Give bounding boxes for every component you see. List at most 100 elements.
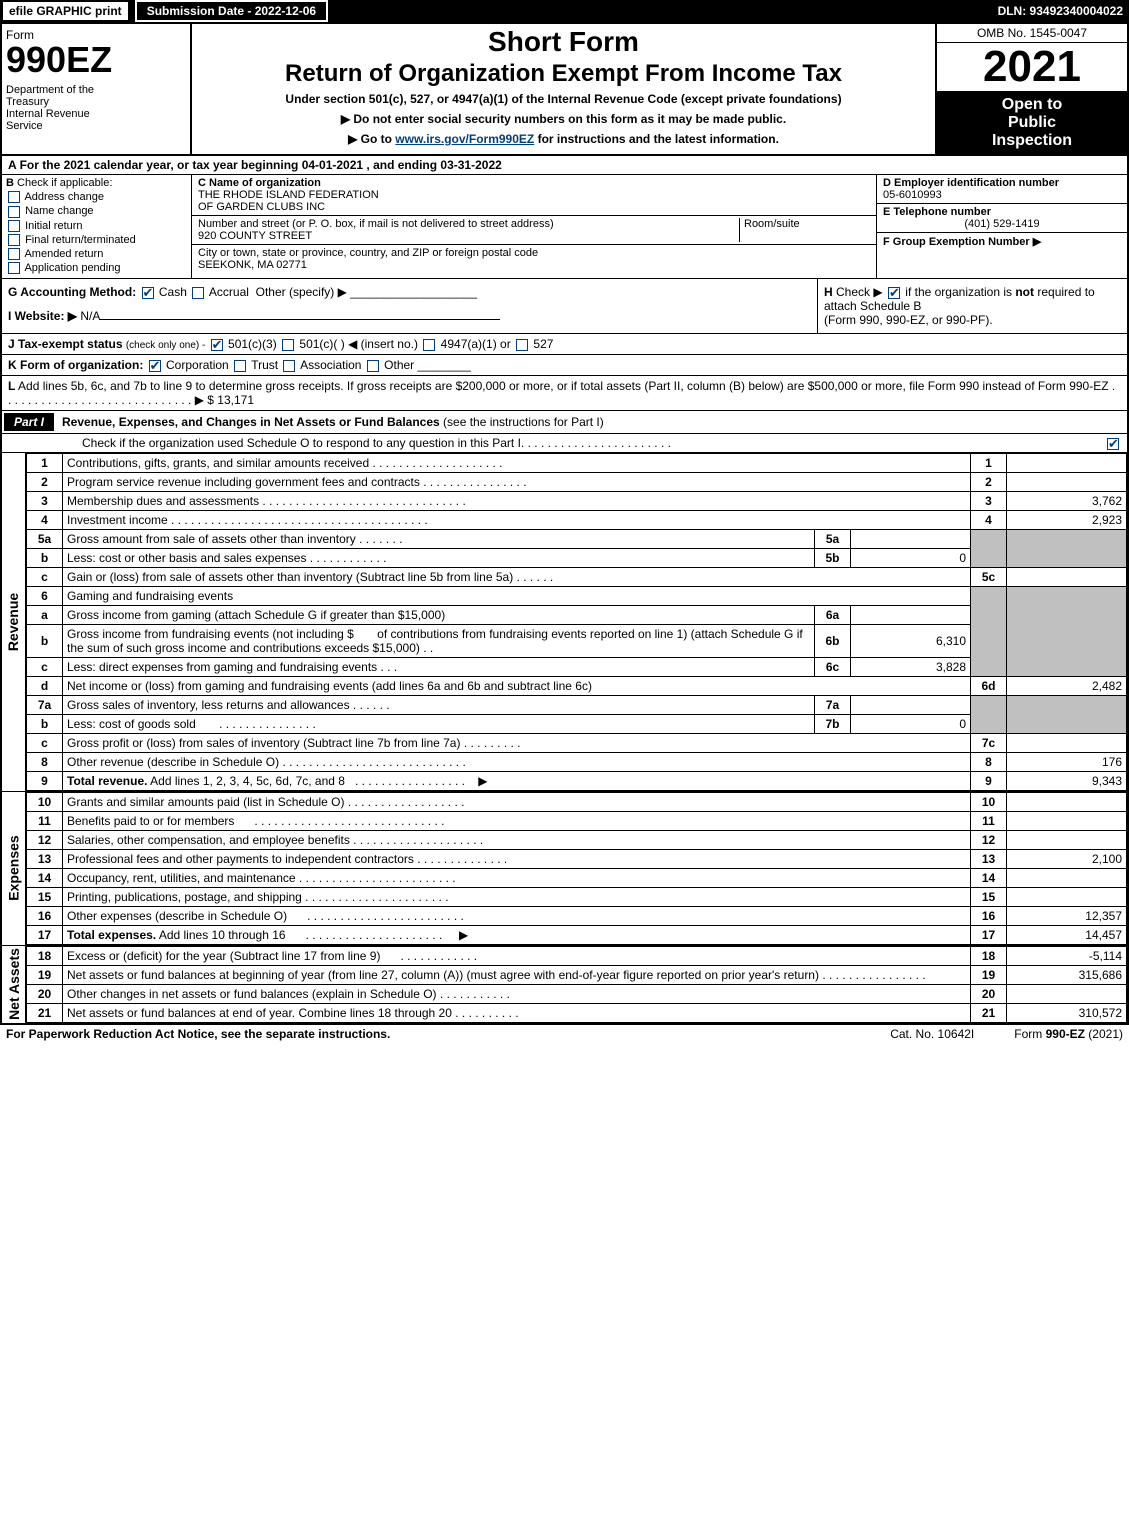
b-label: B [6, 177, 14, 189]
checkbox-501c[interactable] [282, 339, 294, 351]
checkbox-4947a1[interactable] [423, 339, 435, 351]
section-k: K Form of organization: Corporation Trus… [2, 355, 1127, 376]
checkbox-501c3[interactable] [211, 339, 223, 351]
checkbox-initial-return[interactable]: Initial return [6, 220, 187, 232]
g-label: G Accounting Method: [8, 285, 136, 299]
website-val: N/A [80, 309, 100, 323]
line-7b: bLess: cost of goods sold . . . . . . . … [27, 714, 1127, 733]
net-assets-side-label: Net Assets [2, 946, 26, 1023]
checkbox-association[interactable] [283, 360, 295, 372]
header-mid: Short Form Return of Organization Exempt… [192, 24, 937, 154]
checkbox-address-change[interactable]: Address change [6, 191, 187, 203]
expenses-section: Expenses 10Grants and similar amounts pa… [2, 791, 1127, 945]
top-bar: efile GRAPHIC print Submission Date - 20… [0, 0, 1129, 22]
line-5c: cGain or (loss) from sale of assets othe… [27, 567, 1127, 586]
checkbox-trust[interactable] [234, 360, 246, 372]
part-i-label: Part I [4, 413, 54, 431]
efile-print-button[interactable]: efile GRAPHIC print [2, 1, 129, 21]
city-label: City or town, state or province, country… [198, 247, 538, 259]
checkbox-application-pending[interactable]: Application pending [6, 262, 187, 274]
revenue-table: 1Contributions, gifts, grants, and simil… [26, 453, 1127, 791]
line-19: 19Net assets or fund balances at beginni… [27, 965, 1127, 984]
return-title: Return of Organization Exempt From Incom… [198, 60, 929, 88]
checkbox-cash[interactable] [142, 287, 154, 299]
checkbox-other-org[interactable] [367, 360, 379, 372]
dept-treasury: Department of theTreasuryInternal Revenu… [6, 84, 186, 132]
dln: DLN: 93492340004022 [998, 4, 1129, 18]
revenue-side-label: Revenue [2, 453, 26, 791]
open-to-public: Open to Public Inspection [937, 92, 1127, 154]
revenue-section: Revenue 1Contributions, gifts, grants, a… [2, 453, 1127, 791]
form-ref: Form 990-EZ (2021) [1014, 1027, 1123, 1041]
line-7c: cGross profit or (loss) from sales of in… [27, 733, 1127, 752]
form-number: 990EZ [6, 42, 186, 78]
line-21: 21Net assets or fund balances at end of … [27, 1003, 1127, 1022]
section-l: L Add lines 5b, 6c, and 7b to line 9 to … [2, 376, 1127, 411]
ssn-note: ▶ Do not enter social security numbers o… [198, 112, 929, 126]
city-val: SEEKONK, MA 02771 [198, 259, 307, 271]
net-assets-section: Net Assets 18Excess or (deficit) for the… [2, 945, 1127, 1023]
cat-number: Cat. No. 10642I [890, 1027, 974, 1041]
room-label: Room/suite [744, 218, 800, 230]
section-d-e-f: D Employer identification number 05-6010… [877, 175, 1127, 278]
line-3: 3Membership dues and assessments . . . .… [27, 491, 1127, 510]
line-6b: bGross income from fundraising events (n… [27, 624, 1127, 657]
l-text: Add lines 5b, 6c, and 7b to line 9 to de… [18, 379, 1109, 393]
tax-year: 2021 [937, 43, 1127, 92]
sections-b-through-f: B Check if applicable: Address change Na… [2, 175, 1127, 279]
form-header: Form 990EZ Department of theTreasuryInte… [2, 24, 1127, 156]
line-5b: bLess: cost or other basis and sales exp… [27, 548, 1127, 567]
line-1: 1Contributions, gifts, grants, and simil… [27, 453, 1127, 472]
omb-number: OMB No. 1545-0047 [937, 24, 1127, 43]
line-13: 13Professional fees and other payments t… [27, 849, 1127, 868]
section-h: H Check ▶ if the organization is not req… [817, 279, 1127, 333]
checkbox-name-change[interactable]: Name change [6, 205, 187, 217]
checkbox-accrual[interactable] [192, 287, 204, 299]
line-12: 12Salaries, other compensation, and empl… [27, 830, 1127, 849]
checkbox-schedule-b-not-required[interactable] [888, 287, 900, 299]
goto-post: for instructions and the latest informat… [534, 132, 779, 146]
paperwork-notice: For Paperwork Reduction Act Notice, see … [6, 1027, 390, 1041]
org-name-2: OF GARDEN CLUBS INC [198, 201, 325, 213]
line-6c: cLess: direct expenses from gaming and f… [27, 657, 1127, 676]
line-11: 11Benefits paid to or for members . . . … [27, 811, 1127, 830]
c-name-label: C Name of organization [198, 177, 321, 189]
addr-label: Number and street (or P. O. box, if mail… [198, 218, 554, 230]
goto-pre: ▶ Go to [348, 132, 395, 146]
checkbox-corporation[interactable] [149, 360, 161, 372]
section-a-text: For the 2021 calendar year, or tax year … [20, 158, 502, 172]
other-specify: Other (specify) ▶ [256, 285, 347, 299]
line-6: 6Gaming and fundraising events [27, 586, 1127, 605]
l-label: L [8, 379, 15, 393]
section-a-label: A [8, 158, 16, 172]
section-a: A For the 2021 calendar year, or tax yea… [2, 156, 1127, 175]
h-label: H [824, 285, 833, 299]
phone-value: (401) 529-1419 [883, 218, 1121, 230]
line-8: 8Other revenue (describe in Schedule O) … [27, 752, 1127, 771]
section-b: B Check if applicable: Address change Na… [2, 175, 192, 278]
line-9: 9Total revenue. Add lines 1, 2, 3, 4, 5c… [27, 771, 1127, 790]
k-label: K Form of organization: [8, 358, 143, 372]
section-i: I Website: ▶ N/A [8, 309, 811, 323]
section-j: J Tax-exempt status (check only one) - 5… [2, 334, 1127, 355]
checkbox-final-return[interactable]: Final return/terminated [6, 234, 187, 246]
expenses-side-label: Expenses [2, 792, 26, 945]
checkbox-schedule-o-used[interactable] [1107, 438, 1119, 450]
b-head: Check if applicable: [17, 177, 112, 189]
i-label: I Website: ▶ [8, 309, 77, 323]
irs-link[interactable]: www.irs.gov/Form990EZ [395, 132, 534, 146]
line-14: 14Occupancy, rent, utilities, and mainte… [27, 868, 1127, 887]
expenses-table: 10Grants and similar amounts paid (list … [26, 792, 1127, 945]
e-label: E Telephone number [883, 206, 991, 218]
f-label: F Group Exemption Number ▶ [883, 236, 1041, 248]
org-name-1: THE RHODE ISLAND FEDERATION [198, 189, 379, 201]
open2: Public [941, 114, 1123, 132]
checkbox-amended-return[interactable]: Amended return [6, 248, 187, 260]
addr-street: 920 COUNTY STREET [198, 230, 312, 242]
line-7a: 7aGross sales of inventory, less returns… [27, 695, 1127, 714]
header-left: Form 990EZ Department of theTreasuryInte… [2, 24, 192, 154]
sections-g-h-i: G Accounting Method: Cash Accrual Other … [2, 279, 1127, 334]
line-16: 16Other expenses (describe in Schedule O… [27, 906, 1127, 925]
checkbox-527[interactable] [516, 339, 528, 351]
section-c: C Name of organization THE RHODE ISLAND … [192, 175, 877, 278]
